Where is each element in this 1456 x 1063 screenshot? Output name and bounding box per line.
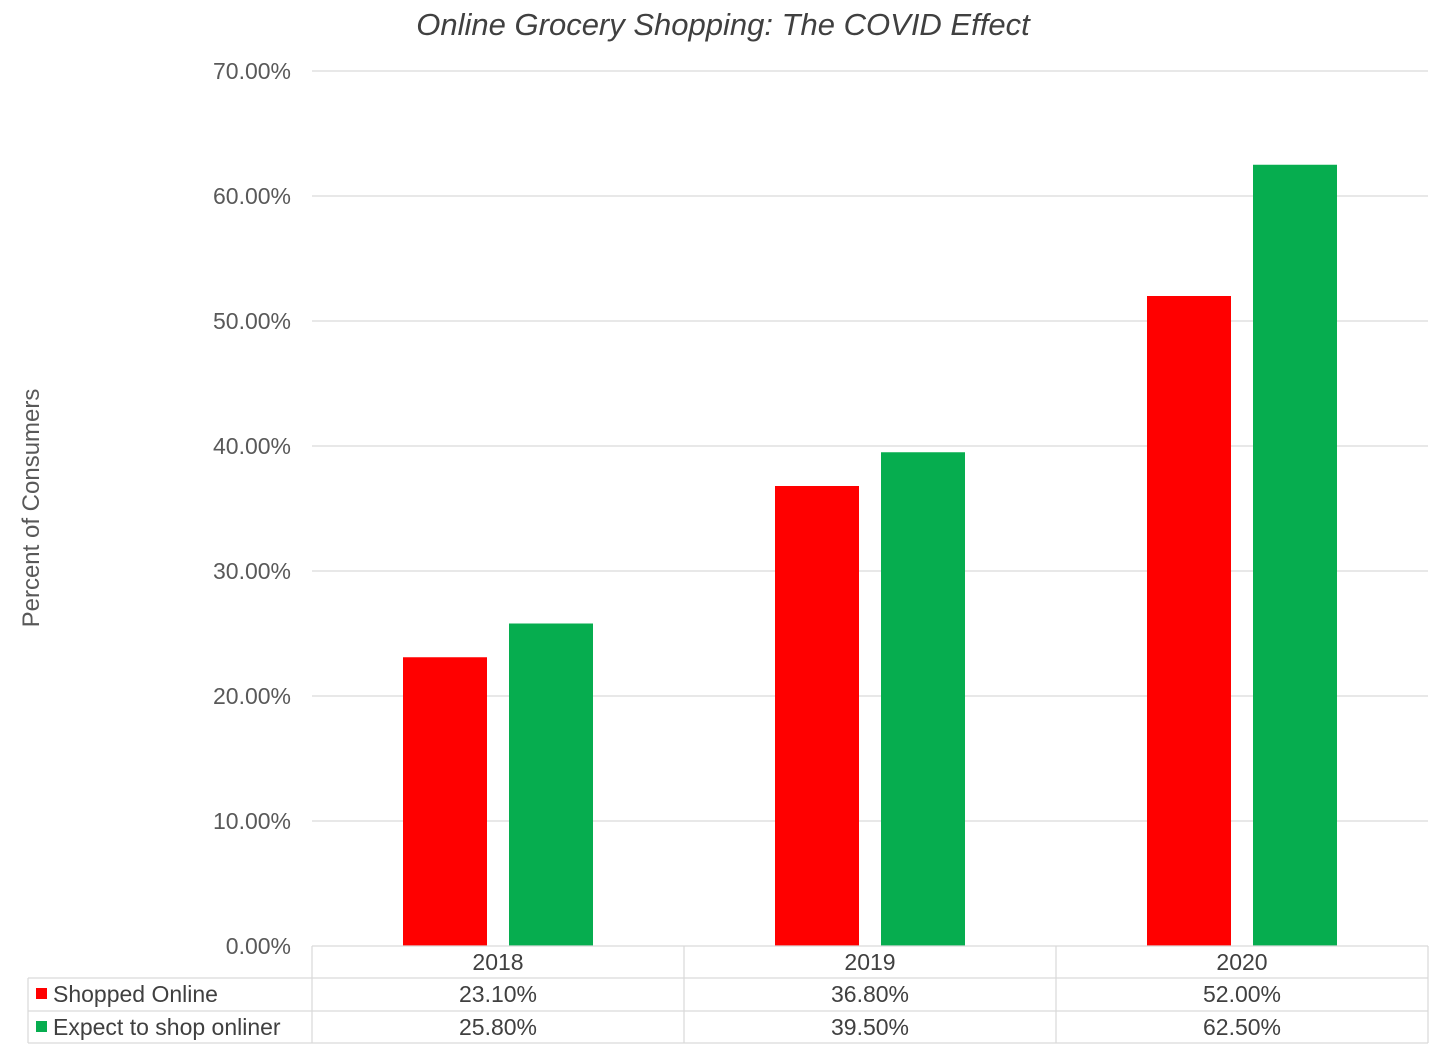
y-tick-labels: 0.00% 10.00% 20.00% 30.00% 40.00% 50.00% 60.00… [213, 58, 291, 959]
data-label: 23.10% [459, 981, 537, 1007]
bar [881, 452, 965, 946]
x-tick-label: 2018 [472, 949, 523, 975]
bar [1253, 164, 1337, 946]
y-tick-label: 0.00% [226, 933, 291, 959]
y-axis-label: Percent of Consumers [18, 389, 45, 628]
bar [509, 623, 593, 946]
bars [403, 164, 1337, 946]
legend-label: Expect to shop onliner [53, 1014, 281, 1040]
chart-title: Online Grocery Shopping: The COVID Effec… [416, 7, 1031, 42]
data-label: 52.00% [1203, 981, 1281, 1007]
data-label: 36.80% [831, 981, 909, 1007]
x-tick-label: 2020 [1216, 949, 1267, 975]
bar [775, 486, 859, 946]
data-label: 62.50% [1203, 1014, 1281, 1040]
data-table: 2018 2019 2020 Shopped Online 23.10% 36.80% 52… [27, 945, 1429, 1044]
x-tick-label: 2019 [844, 949, 895, 975]
y-tick-label: 10.00% [213, 808, 291, 834]
legend-label: Shopped Online [53, 981, 218, 1007]
y-tick-label: 40.00% [213, 433, 291, 459]
y-tick-label: 50.00% [213, 308, 291, 334]
data-label: 39.50% [831, 1014, 909, 1040]
y-tick-label: 30.00% [213, 558, 291, 584]
data-label: 25.80% [459, 1014, 537, 1040]
legend-key [36, 1021, 47, 1032]
y-tick-label: 60.00% [213, 183, 291, 209]
y-tick-label: 20.00% [213, 683, 291, 709]
bar [403, 657, 487, 946]
legend-key [36, 988, 47, 999]
bar [1147, 296, 1231, 946]
gridlines [312, 70, 1428, 822]
y-tick-label: 70.00% [213, 58, 291, 84]
